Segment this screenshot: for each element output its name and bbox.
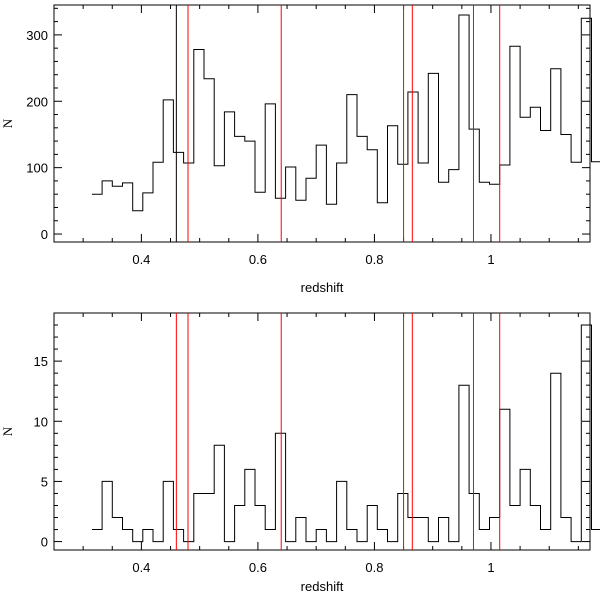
x-axis-label: redshift bbox=[301, 280, 344, 295]
x-tick-label: 1 bbox=[487, 252, 494, 267]
plot-frame bbox=[53, 4, 591, 243]
plot-frame bbox=[53, 312, 591, 551]
x-tick-label: 0.6 bbox=[249, 252, 267, 267]
y-tick-label: 15 bbox=[34, 354, 48, 369]
y-tick-label: 5 bbox=[41, 474, 48, 489]
x-tick-label: 0.8 bbox=[365, 560, 383, 575]
histogram-panel-1: 0.4 0.6 0.8 1 0 100 200 300 redshift N bbox=[0, 4, 600, 295]
histogram-steps bbox=[91, 14, 600, 212]
y-tick-label: 0 bbox=[41, 535, 48, 550]
x-tick-label: 0.4 bbox=[132, 560, 150, 575]
y-tick-label: 200 bbox=[26, 94, 48, 109]
x-tick-label: 0.4 bbox=[132, 252, 150, 267]
x-axis-label: redshift bbox=[301, 579, 344, 594]
y-tick-label: 10 bbox=[34, 414, 48, 429]
x-tick-label: 0.8 bbox=[365, 252, 383, 267]
y-tick-label: 0 bbox=[41, 227, 48, 242]
histogram-steps bbox=[91, 324, 600, 543]
x-tick-label: 1 bbox=[487, 560, 494, 575]
y-tick-label: 100 bbox=[26, 161, 48, 176]
y-tick-label: 300 bbox=[26, 28, 48, 43]
y-axis-label: N bbox=[0, 118, 15, 128]
y-axis-label: N bbox=[0, 426, 15, 436]
x-tick-label: 0.6 bbox=[249, 560, 267, 575]
